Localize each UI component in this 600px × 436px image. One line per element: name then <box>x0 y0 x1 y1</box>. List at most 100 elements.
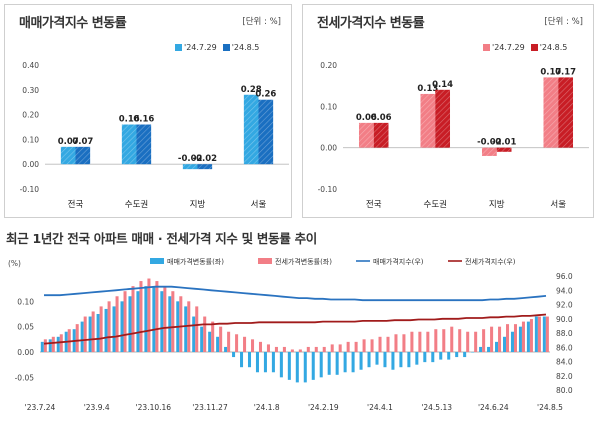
y-tick-label: 0.20 <box>22 111 39 120</box>
x-tick-label: '24.4.1 <box>367 403 393 412</box>
bar-prev <box>121 124 137 165</box>
rent-rate-bar <box>139 281 143 352</box>
bar-curr <box>197 164 213 170</box>
y-tick-label: 0.10 <box>22 135 39 144</box>
rent-rate-bar <box>83 316 87 352</box>
sale-rate-bar <box>463 352 467 358</box>
left-tick-label: 0.00 <box>17 348 34 357</box>
legend-label-sale-rate: 매매가격변동률(좌) <box>167 257 224 266</box>
sale-rate-bar <box>526 321 530 352</box>
rent-rate-bar <box>227 331 231 352</box>
sale-rate-bar <box>216 336 220 352</box>
rent-rate-bar <box>59 334 63 352</box>
rent-rate-bar <box>266 344 270 352</box>
bar-prev <box>60 146 76 165</box>
rent-rate-bar <box>243 336 247 352</box>
rent-rate-bar <box>163 286 167 352</box>
rent-rate-bar <box>418 331 422 352</box>
category-label: 전국 <box>68 199 84 210</box>
sale-rate-bar <box>287 352 291 380</box>
sale-rate-bar <box>192 316 196 352</box>
rent-rate-bar <box>410 331 414 352</box>
legend-swatch-sale-rate <box>150 258 164 264</box>
bar-value-label: 0.13 <box>417 84 438 94</box>
rent-rate-bar <box>362 339 366 352</box>
sale-rate-bar <box>510 331 514 352</box>
right-tick-label: 92.0 <box>556 301 573 310</box>
rent-rate-bar <box>43 339 47 352</box>
rent-rate-bar <box>131 286 135 352</box>
rent-rate-bar <box>338 344 342 352</box>
sale-rate-bar <box>391 352 395 370</box>
sale-rate-bar <box>152 286 156 352</box>
right-tick-label: 90.0 <box>556 315 573 324</box>
bar-value-label: 0.17 <box>555 67 576 77</box>
legend-swatch-prev <box>483 44 490 51</box>
legend-item-curr: '24.8.5 <box>222 43 259 52</box>
legend-item-prev: '24.7.29 <box>483 43 525 52</box>
sale-rate-bar <box>168 296 172 352</box>
sale-index-line <box>44 285 547 302</box>
sale-rate-bar <box>423 352 427 363</box>
bar-value-label: 0.06 <box>371 113 392 123</box>
rent-rate-bar <box>537 316 541 352</box>
rent-rate-bar <box>298 349 302 352</box>
rent-change-chart: 0.20 0.10 0.00 -0.10 0.060.06 전국 0.130.14 수도권 -0… <box>318 61 589 210</box>
category-label: 지방 <box>190 199 206 210</box>
bar-curr <box>373 122 389 148</box>
sale-rate-bar <box>351 352 355 373</box>
left-tick-label: 0.10 <box>17 297 34 306</box>
right-tick-label: 80.0 <box>556 386 573 395</box>
sale-rate-bar <box>502 336 507 352</box>
bar-value-label: 0.07 <box>72 137 93 147</box>
rent-rate-bar <box>107 301 111 352</box>
rent-rate-bar <box>155 281 159 352</box>
rent-rate-bar <box>426 331 430 352</box>
sale-rate-bar <box>120 301 124 352</box>
rent-rate-bar <box>322 346 326 352</box>
bar-curr <box>435 89 451 148</box>
rent-rate-bar <box>442 329 446 352</box>
bar-curr <box>258 99 274 165</box>
sale-rate-bar <box>271 352 275 373</box>
rent-rate-bar <box>370 339 374 352</box>
rent-rate-bar <box>99 306 103 352</box>
category-label: 서울 <box>550 200 566 210</box>
y-tick-label: -0.10 <box>318 185 338 194</box>
rent-rate-bar <box>402 334 406 352</box>
sale-rate-bar <box>295 352 299 383</box>
legend-label-rent-rate: 전세가격변동률(좌) <box>275 257 332 266</box>
sale-rate-bar <box>327 352 331 375</box>
bar-value-label: 0.28 <box>241 85 262 95</box>
sale-rate-bar <box>263 352 267 373</box>
right-tick-label: 84.0 <box>556 358 573 367</box>
category-label: 수도권 <box>424 199 447 210</box>
rent-rate-bar <box>498 326 502 352</box>
bar-value-label: 0.16 <box>133 115 154 125</box>
legend-swatch-curr <box>530 44 538 51</box>
y-tick-label: 0.40 <box>22 61 39 70</box>
legend-swatch-rent-rate <box>258 258 272 264</box>
sale-rate-bar <box>240 352 244 368</box>
rent-rate-bar <box>219 326 223 352</box>
bar-prev <box>243 94 259 165</box>
sale-rate-bar <box>455 352 459 358</box>
legend-swatch-curr <box>222 44 230 51</box>
left-tick-label: -0.05 <box>15 373 35 382</box>
rent-rate-bar <box>354 341 358 352</box>
sale-rate-bar <box>447 352 451 360</box>
x-tick-label: '23.9.4 <box>84 403 110 412</box>
legend-item-curr: '24.8.5 <box>530 43 568 52</box>
sale-rate-bar <box>367 352 371 368</box>
sale-rate-bar <box>518 326 522 352</box>
bar-value-label: 0.17 <box>540 67 561 77</box>
legend-label-sale-index: 매매가격지수(우) <box>373 257 424 266</box>
trend-chart: (%) 매매가격변동률(좌) 전세가격변동률(좌) 매매가격지수(우) 전세가격지수(우… <box>8 257 573 412</box>
bar-prev <box>481 147 497 156</box>
sale-rate-bar <box>128 296 132 352</box>
sale-rate-bar <box>184 306 188 352</box>
sale-rate-bar <box>479 346 483 352</box>
rent-rate-bar <box>306 346 310 352</box>
legend-label-curr: '24.8.5 <box>539 43 568 52</box>
y-tick-label: 0.00 <box>320 144 337 153</box>
